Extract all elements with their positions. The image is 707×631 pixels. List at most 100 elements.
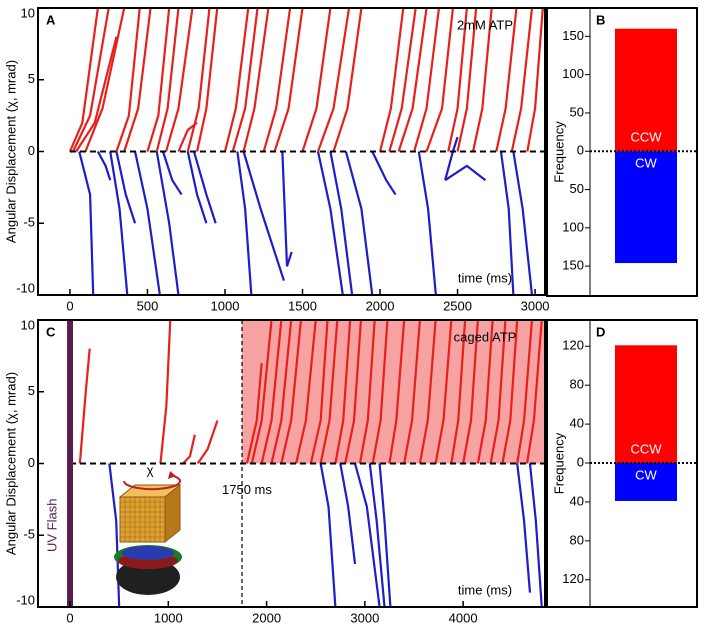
y-tick-label: 50 bbox=[570, 104, 584, 119]
x-tick-label: 3000 bbox=[521, 298, 550, 313]
trace bbox=[462, 320, 479, 464]
trace bbox=[378, 463, 392, 607]
bar-label: CW bbox=[635, 467, 657, 482]
y-tick-label: -5 bbox=[23, 527, 35, 542]
bar bbox=[615, 28, 677, 152]
trace bbox=[281, 151, 293, 267]
y-tick-label: 5 bbox=[28, 71, 35, 86]
y-tick-label: 150 bbox=[562, 258, 584, 273]
trace bbox=[273, 8, 304, 152]
x-tick-label: 1000 bbox=[154, 610, 183, 625]
x-tick-label: 500 bbox=[137, 298, 159, 313]
y-tick-label: -10 bbox=[16, 280, 35, 295]
x-tick-label: 1500 bbox=[288, 298, 317, 313]
trace bbox=[260, 320, 283, 464]
trace bbox=[501, 320, 519, 464]
trace bbox=[133, 151, 161, 295]
y-tick-label: 120 bbox=[562, 338, 584, 353]
plot-area bbox=[70, 320, 545, 607]
trace bbox=[418, 320, 437, 464]
trace bbox=[123, 8, 152, 152]
trace bbox=[417, 151, 437, 295]
panel-label: B bbox=[596, 12, 605, 27]
trace bbox=[75, 36, 118, 153]
trace bbox=[358, 320, 376, 464]
trace bbox=[78, 348, 91, 464]
bar-label: CW bbox=[635, 156, 657, 171]
y-tick-label: 5 bbox=[28, 383, 35, 398]
y-tick-label: 150 bbox=[562, 28, 584, 43]
x-axis-label: time (ms) bbox=[458, 582, 512, 597]
trace bbox=[526, 8, 544, 152]
panel-frame bbox=[546, 7, 698, 297]
trace bbox=[378, 8, 405, 152]
trace bbox=[528, 463, 543, 607]
motor-ring bbox=[122, 546, 174, 560]
bar-label: CCW bbox=[630, 130, 662, 145]
trace bbox=[329, 151, 354, 295]
trace bbox=[159, 320, 172, 464]
trace bbox=[471, 8, 493, 152]
trace bbox=[397, 8, 428, 152]
y-tick-label: -10 bbox=[16, 592, 35, 607]
trace bbox=[96, 150, 112, 181]
trace bbox=[516, 463, 532, 593]
trace bbox=[413, 8, 441, 152]
trace bbox=[339, 463, 357, 565]
annotation: caged ATP bbox=[454, 329, 517, 344]
cube-front bbox=[119, 496, 166, 543]
trace bbox=[495, 8, 518, 152]
trace bbox=[353, 463, 381, 607]
trace bbox=[447, 8, 468, 152]
x-tick-label: 0 bbox=[66, 610, 73, 625]
x-tick-label: 2500 bbox=[443, 298, 472, 313]
y-tick-label: 40 bbox=[570, 416, 584, 431]
x-tick-label: 0 bbox=[66, 298, 73, 313]
trace bbox=[403, 320, 421, 464]
bar bbox=[615, 151, 677, 264]
bar bbox=[615, 345, 677, 464]
trace bbox=[319, 320, 339, 464]
y-tick-label: 100 bbox=[562, 66, 584, 81]
trace bbox=[316, 151, 344, 295]
trace bbox=[450, 320, 467, 464]
trace bbox=[262, 8, 292, 152]
trace bbox=[196, 8, 219, 152]
motor-base bbox=[116, 559, 180, 595]
x-tick-label: 3000 bbox=[350, 610, 379, 625]
trace bbox=[68, 8, 99, 152]
x-tick-label: 4000 bbox=[449, 610, 478, 625]
y-tick-label: 10 bbox=[21, 5, 35, 20]
bar-label: CCW bbox=[630, 441, 662, 456]
x-tick-label: 2000 bbox=[366, 298, 395, 313]
y-axis-label: Angular Displacement (χ, mrad) bbox=[3, 372, 18, 555]
trace bbox=[242, 8, 270, 152]
trace bbox=[165, 8, 194, 152]
trace bbox=[434, 320, 453, 464]
trace bbox=[223, 8, 250, 152]
panel-frame bbox=[546, 319, 698, 608]
trace bbox=[270, 320, 293, 464]
y-axis-label: Frequency bbox=[551, 121, 566, 183]
trace bbox=[155, 8, 180, 152]
trace bbox=[444, 164, 487, 182]
trace bbox=[245, 362, 263, 464]
uv-flash-label: UV Flash bbox=[44, 499, 59, 552]
trace bbox=[332, 8, 363, 152]
trace bbox=[516, 320, 534, 464]
trace bbox=[84, 8, 126, 152]
rotation-arrow bbox=[122, 474, 181, 491]
y-tick-label: 120 bbox=[562, 571, 584, 586]
trace bbox=[280, 320, 303, 464]
trace bbox=[146, 8, 171, 152]
trace bbox=[371, 151, 397, 196]
panel-label: A bbox=[46, 12, 56, 27]
trace bbox=[319, 463, 337, 607]
trace bbox=[294, 320, 317, 464]
trace bbox=[334, 320, 352, 464]
plot-area bbox=[68, 8, 545, 295]
y-axis-label: Angular Displacement (χ, mrad) bbox=[3, 60, 18, 243]
trace bbox=[368, 463, 386, 607]
trace bbox=[316, 8, 351, 152]
